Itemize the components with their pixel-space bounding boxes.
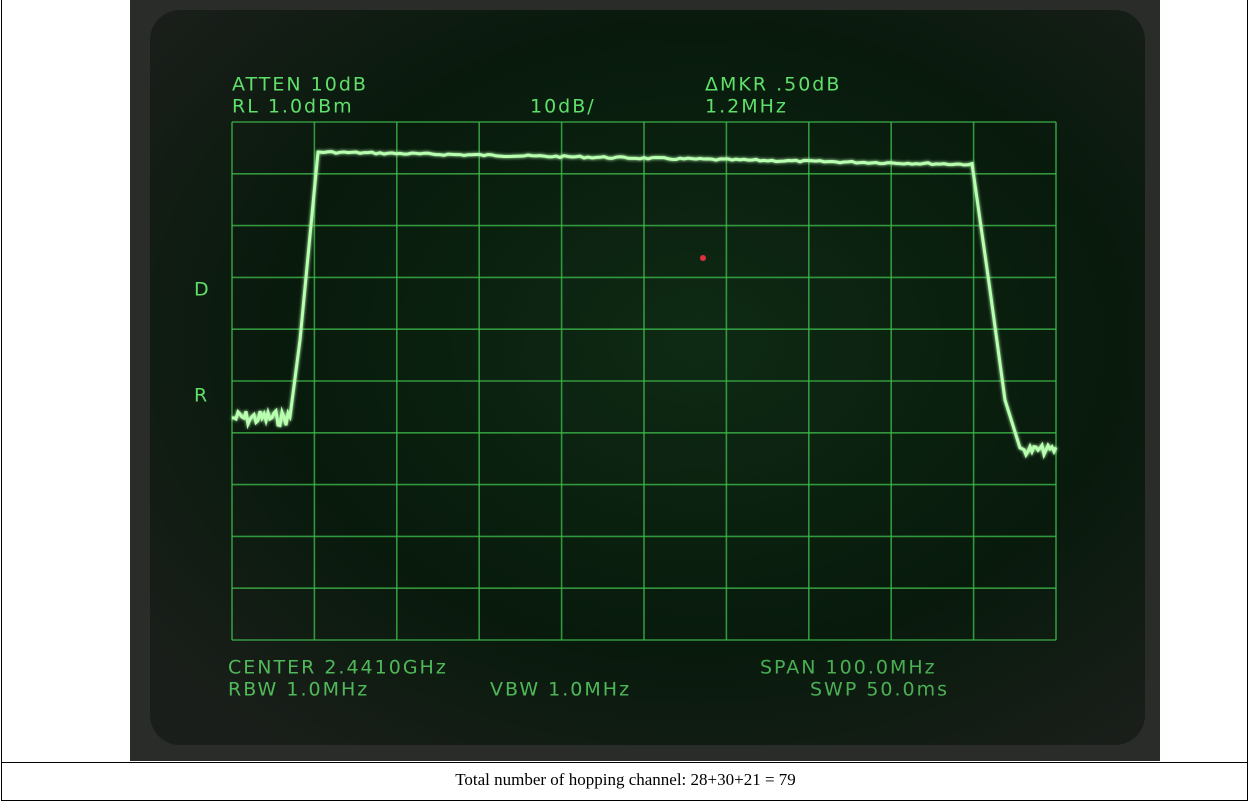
marker-freq: 1.2MHz — [705, 96, 788, 118]
trace — [231, 150, 1058, 460]
side-label: R — [194, 385, 209, 407]
delta-marker: ΔMKR .50dB — [705, 74, 841, 96]
caption: Total number of hopping channel: 28+30+2… — [455, 770, 796, 789]
table-rule — [1, 762, 1248, 763]
atten: ATTEN 10dB — [232, 74, 368, 96]
sweep: SWP 50.0ms — [810, 679, 949, 701]
marker-dot — [700, 255, 706, 261]
rbw: RBW 1.0MHz — [228, 679, 369, 701]
ref-level: RL 1.0dBm — [232, 96, 354, 118]
span: SPAN 100.0MHz — [760, 657, 937, 679]
side-label: D — [194, 279, 211, 301]
screen — [150, 10, 1145, 745]
vbw: VBW 1.0MHz — [490, 679, 631, 701]
graticule — [231, 121, 1057, 641]
scale: 10dB/ — [530, 96, 596, 118]
center: CENTER 2.4410GHz — [228, 657, 448, 679]
